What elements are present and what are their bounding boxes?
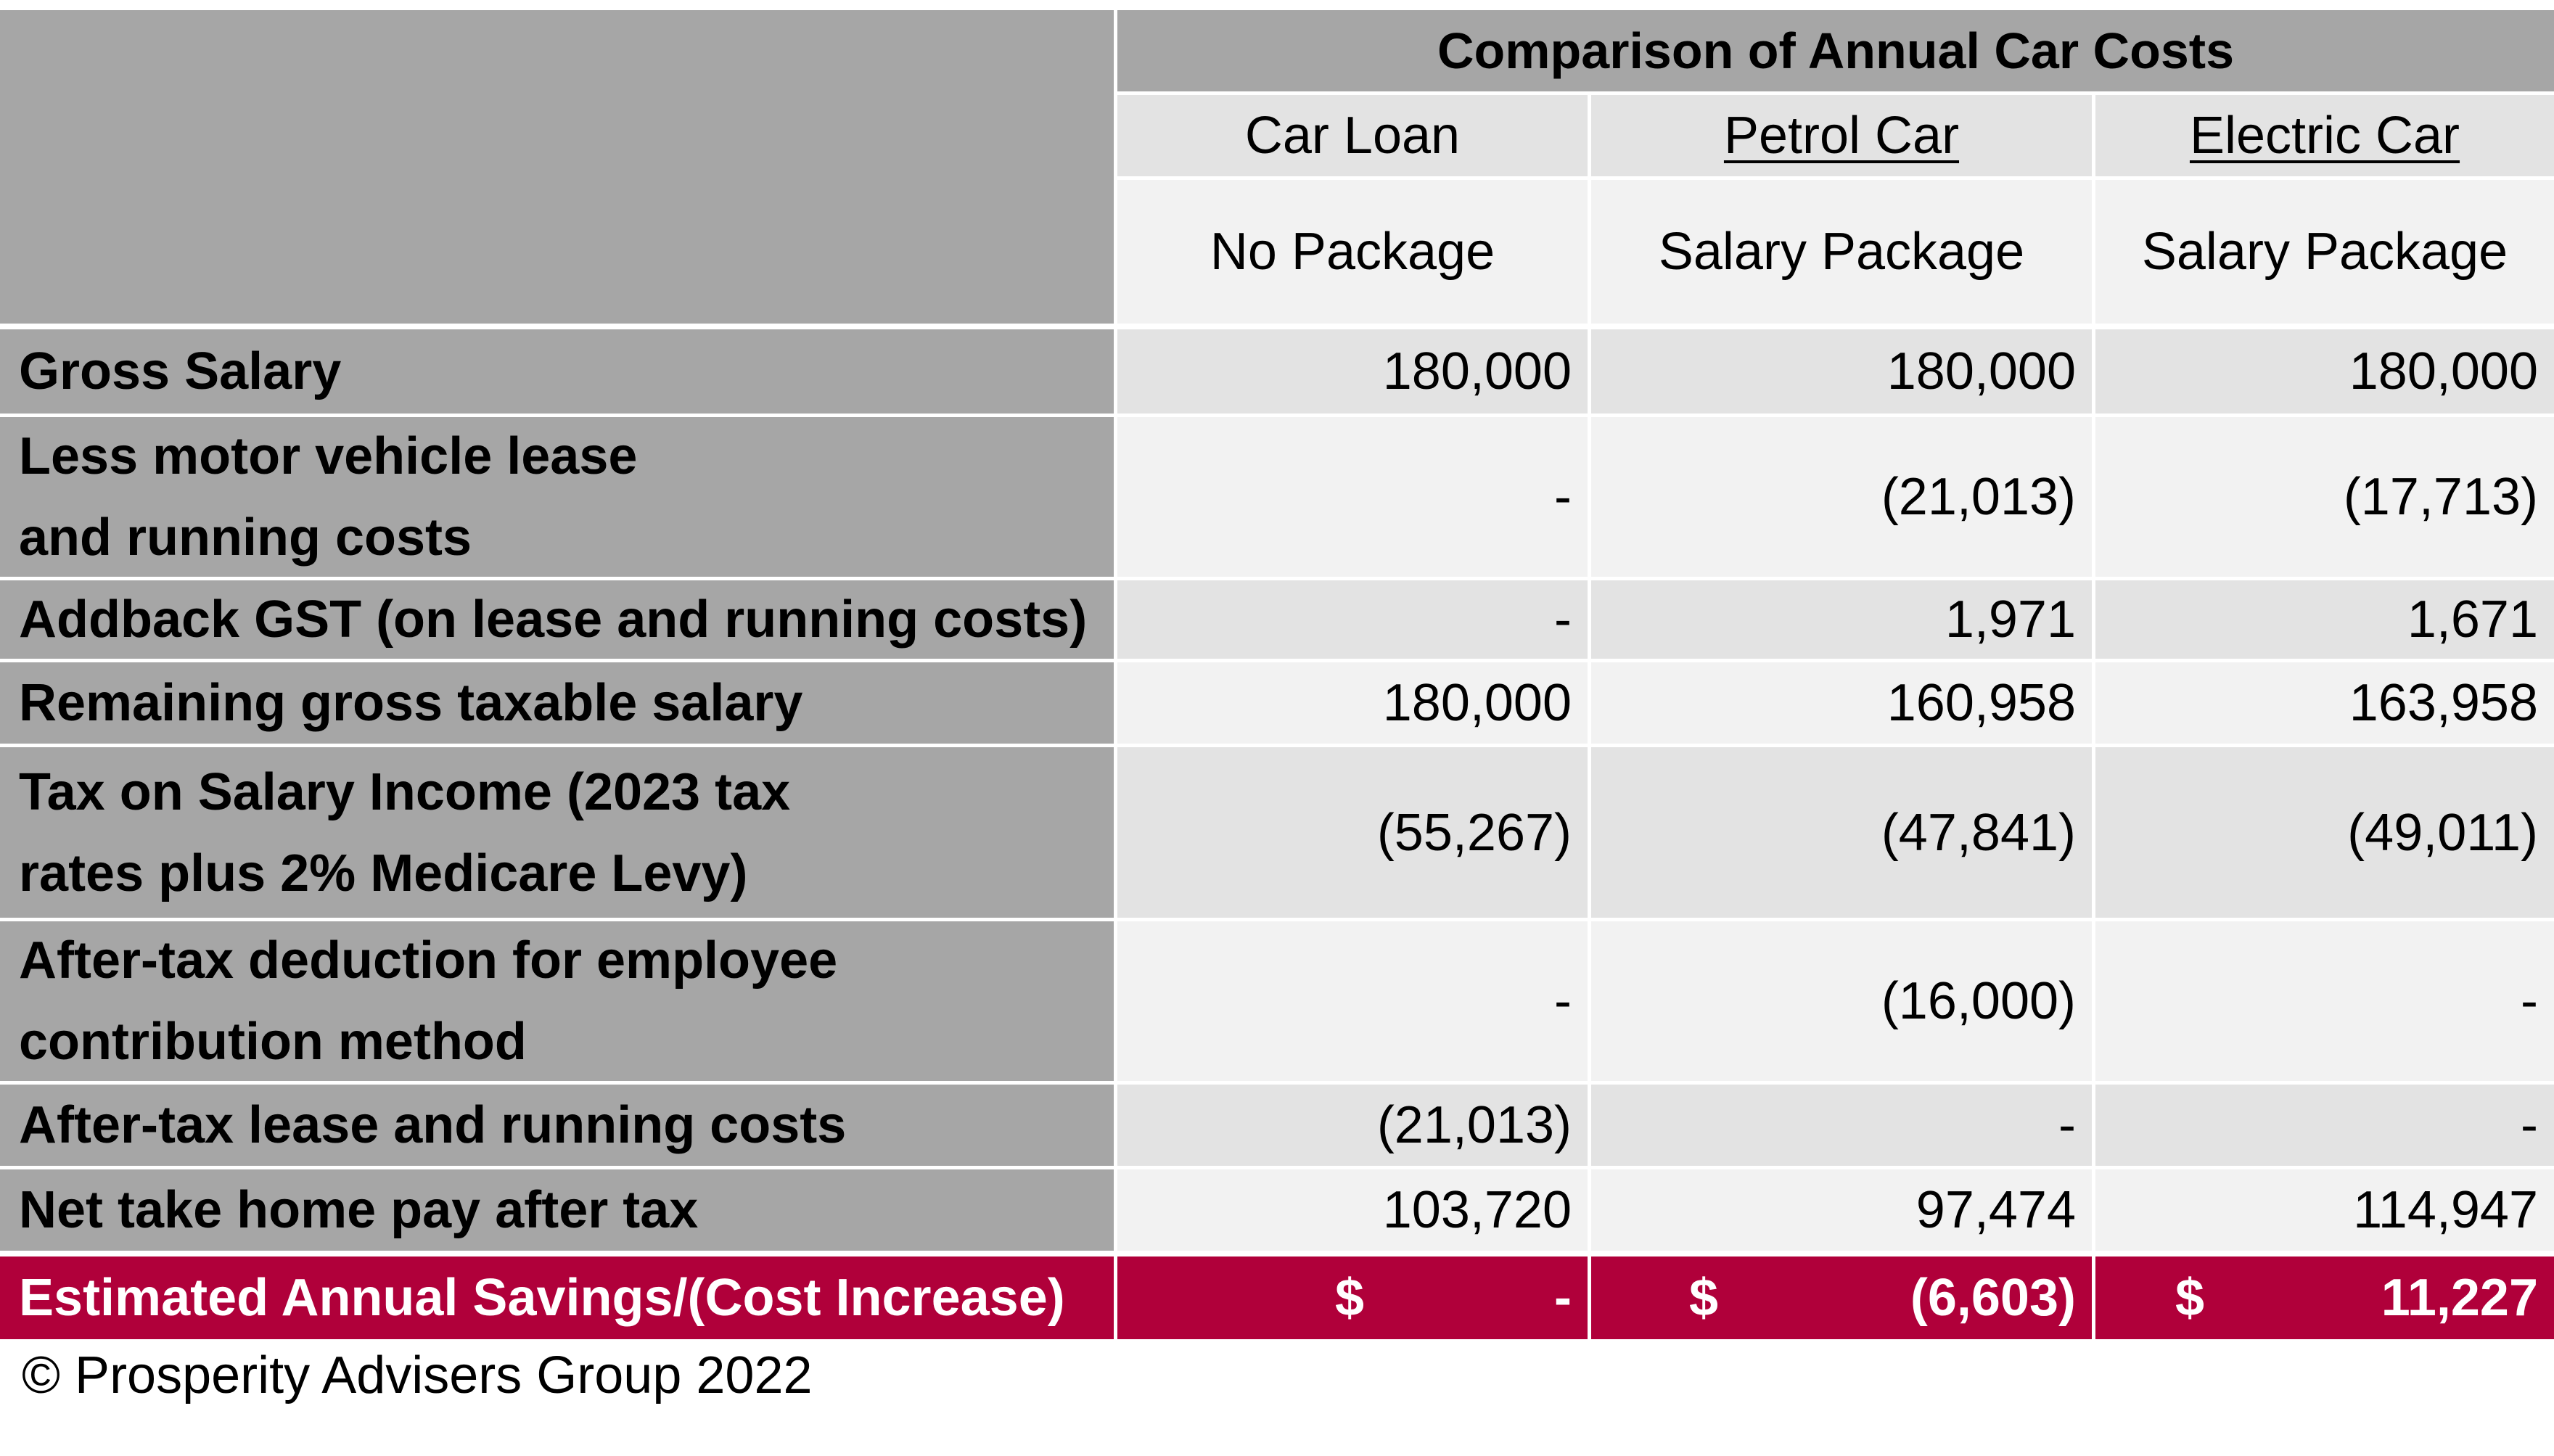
column-package-petrol-car: Salary Package: [1591, 180, 2092, 324]
table-cell: 180,000: [2095, 329, 2554, 414]
table-cell: -: [2095, 921, 2554, 1081]
table-cell: 97,474: [1591, 1169, 2092, 1251]
table-cell: 1,671: [2095, 580, 2554, 659]
table-cell: (16,000): [1591, 921, 2092, 1081]
row-label-line: and running costs: [19, 509, 472, 567]
savings-value: 11,227: [2381, 1269, 2538, 1327]
row-label-after-tax-lease: After-tax lease and running costs: [0, 1085, 1114, 1166]
package-label-car-loan: No Package: [1210, 223, 1495, 281]
column-package-car-loan: No Package: [1117, 180, 1588, 324]
row-label-line: After-tax deduction for employee: [19, 931, 838, 990]
cell-value: 97,474: [1916, 1181, 2076, 1239]
column-header-petrol-car: Petrol Car: [1591, 95, 2092, 176]
cell-value: 163,958: [2349, 674, 2538, 732]
cell-value: (21,013): [1881, 468, 2076, 526]
cell-value: 180,000: [1886, 342, 2076, 400]
cell-value: -: [2521, 972, 2538, 1030]
cell-value: 1,671: [2407, 591, 2538, 649]
table-cell: -: [2095, 1085, 2554, 1166]
cell-value: 114,947: [2353, 1181, 2538, 1239]
table-cell: (21,013): [1591, 417, 2092, 577]
currency-symbol: $: [2175, 1269, 2205, 1327]
row-label-net-take-home: Net take home pay after tax: [0, 1169, 1114, 1251]
table-cell: (49,011): [2095, 747, 2554, 918]
table-cell: -: [1117, 417, 1588, 577]
package-label-petrol-car: Salary Package: [1658, 223, 2025, 281]
row-label-addback-gst: Addback GST (on lease and running costs): [0, 580, 1114, 659]
table-cell: (21,013): [1117, 1085, 1588, 1166]
column-package-electric-car: Salary Package: [2095, 180, 2554, 324]
row-label-line: Gross Salary: [19, 342, 342, 400]
table-cell: 1,971: [1591, 580, 2092, 659]
cell-value: (49,011): [2347, 803, 2538, 862]
table-cell: 180,000: [1117, 662, 1588, 744]
currency-symbol: $: [1689, 1269, 1719, 1327]
cell-value: -: [2521, 1096, 2538, 1154]
cell-value: -: [1554, 591, 1572, 649]
savings-value: (6,603): [1910, 1269, 2076, 1327]
row-label-after-tax-deduction: After-tax deduction for employee contrib…: [0, 921, 1114, 1081]
row-label-line: Remaining gross taxable salary: [19, 674, 803, 732]
package-label-electric-car: Salary Package: [2141, 223, 2508, 281]
cell-value: (21,013): [1376, 1096, 1572, 1154]
table-cell: 114,947: [2095, 1169, 2554, 1251]
table-cell: 160,958: [1591, 662, 2092, 744]
row-label-gross-salary: Gross Salary: [0, 329, 1114, 414]
cell-value: (16,000): [1881, 972, 2076, 1030]
table-cell: -: [1591, 1085, 2092, 1166]
column-name-car-loan: Car Loan: [1244, 107, 1461, 165]
table-cell: 180,000: [1117, 329, 1588, 414]
currency-symbol: $: [1335, 1269, 1365, 1327]
row-label-line: rates plus 2% Medicare Levy): [19, 844, 748, 902]
table-cell: (55,267): [1117, 747, 1588, 918]
cell-value: 160,958: [1886, 674, 2076, 732]
row-label-line: After-tax lease and running costs: [19, 1096, 847, 1154]
savings-cell-petrol-car: $ (6,603): [1591, 1256, 2092, 1339]
copyright-footer: © Prosperity Advisers Group 2022: [22, 1346, 813, 1404]
table-cell: 103,720: [1117, 1169, 1588, 1251]
table-cell: -: [1117, 921, 1588, 1081]
cell-value: 180,000: [1382, 342, 1572, 400]
savings-cell-car-loan: $ -: [1117, 1256, 1588, 1339]
table-cell: -: [1117, 580, 1588, 659]
cell-value: 180,000: [1382, 674, 1572, 732]
cell-value: -: [1554, 972, 1572, 1030]
column-header-electric-car: Electric Car: [2095, 95, 2554, 176]
column-name-petrol-car: Petrol Car: [1723, 107, 1960, 165]
row-label-line: Net take home pay after tax: [19, 1181, 699, 1239]
cell-value: (47,841): [1881, 803, 2076, 862]
column-header-car-loan: Car Loan: [1117, 95, 1588, 176]
savings-row-label: Estimated Annual Savings/(Cost Increase): [0, 1256, 1114, 1339]
row-label-line: Tax on Salary Income (2023 tax: [19, 762, 791, 821]
cell-value: -: [2058, 1096, 2076, 1154]
row-label-line: contribution method: [19, 1013, 527, 1071]
savings-cell-electric-car: $ 11,227: [2095, 1256, 2554, 1339]
column-name-electric-car: Electric Car: [2189, 107, 2460, 165]
table-cell: (47,841): [1591, 747, 2092, 918]
row-label-remaining-taxable-salary: Remaining gross taxable salary: [0, 662, 1114, 744]
cell-value: 180,000: [2349, 342, 2538, 400]
cell-value: -: [1554, 468, 1572, 526]
cell-value: 103,720: [1382, 1181, 1572, 1239]
cell-value: 1,971: [1945, 591, 2076, 649]
table-title: Comparison of Annual Car Costs: [1117, 10, 2554, 91]
cell-value: (17,713): [2343, 468, 2538, 526]
cell-value: (55,267): [1376, 803, 1572, 862]
row-label-line: Addback GST (on lease and running costs): [19, 591, 1088, 649]
table-cell: (17,713): [2095, 417, 2554, 577]
header-blank-cell: [0, 10, 1114, 324]
table-cell: 180,000: [1591, 329, 2092, 414]
savings-value: -: [1554, 1269, 1572, 1327]
row-label-tax-on-salary: Tax on Salary Income (2023 tax rates plu…: [0, 747, 1114, 918]
table-cell: 163,958: [2095, 662, 2554, 744]
row-label-line: Less motor vehicle lease: [19, 427, 638, 485]
row-label-less-lease-costs: Less motor vehicle lease and running cos…: [0, 417, 1114, 577]
